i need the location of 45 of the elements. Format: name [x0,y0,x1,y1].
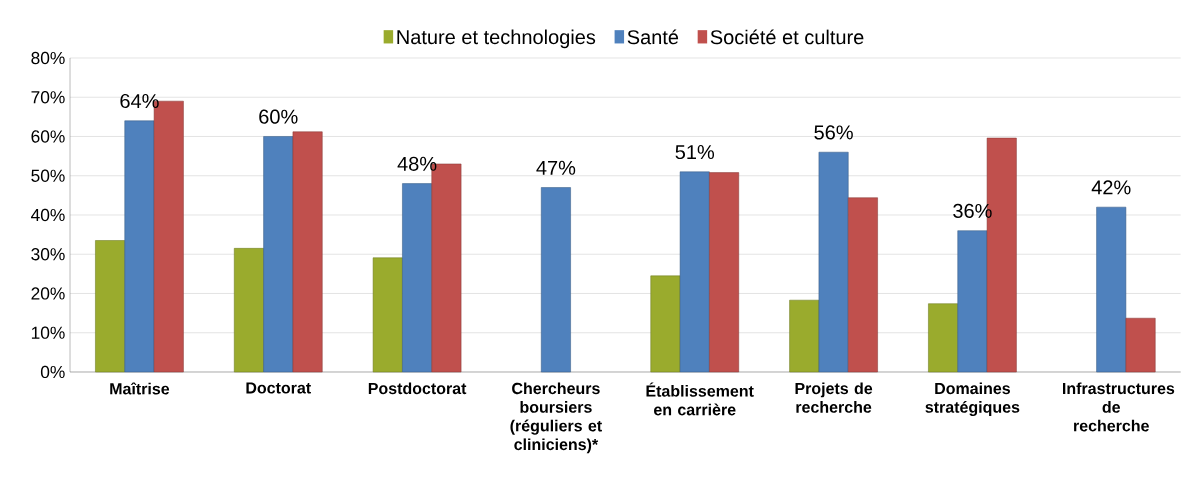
bar [650,275,681,373]
data-label: 51% [675,145,715,160]
bar [679,171,710,373]
x-tick-label: Projets de recherche [795,382,873,413]
x-tick-label: Maîtrise [110,382,170,395]
y-tick-label: 10% [31,326,65,339]
x-tick-label: Chercheurs boursiers (réguliers et cliniciens)* [510,382,602,454]
bar [789,299,820,373]
bar [1096,206,1127,373]
x-tick-label: Doctorat [246,382,311,394]
x-tick-label: Infrastructures de recherche [1062,382,1175,432]
bar [95,240,126,373]
x-tick-label: Établissement en carrière [646,382,754,416]
bar [709,172,740,373]
bar [847,197,878,373]
legend-label: Santé [627,29,679,45]
bar [1125,317,1156,373]
y-tick-label: 30% [31,248,65,261]
y-tick-label: 20% [31,287,65,300]
y-tick-label: 70% [31,91,65,104]
data-label: 64% [120,93,159,109]
data-label: 56% [814,125,853,140]
y-tick-label: 40% [31,208,65,222]
legend-label: Société et culture [710,29,864,45]
x-tick-label: Postdoctorat [368,382,467,395]
y-tick-label: 50% [31,169,65,182]
bar [292,131,323,373]
legend-label: Nature et technologies [397,29,596,49]
y-tick-label: 80% [31,51,65,65]
bar [928,303,959,373]
data-label: 42% [1091,180,1131,195]
data-label: 60% [259,109,298,124]
data-label: 47% [536,160,576,175]
bar [957,230,988,373]
bar [124,120,155,373]
bar [402,183,433,373]
y-tick-label: 60% [31,130,65,143]
y-tick-label: 0% [40,365,65,379]
data-label: 48% [397,156,437,171]
bar [540,187,571,373]
bar [263,136,294,373]
bar [233,248,264,373]
bar [372,257,403,373]
x-tick-label: Domaines stratégiques [925,382,1020,417]
bar [818,151,849,373]
